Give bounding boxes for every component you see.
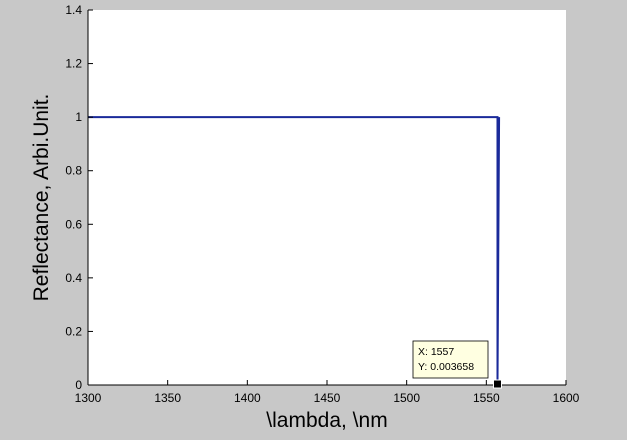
x-tick-label: 1300 — [75, 391, 102, 405]
y-tick-label: 0 — [75, 378, 82, 392]
datatip-x-text: X: 1557 — [418, 346, 454, 358]
y-axis-title: Reflectance, Arbi.Unit. — [30, 94, 53, 302]
y-tick-label: 1 — [75, 110, 82, 124]
x-tick-label: 1550 — [473, 391, 500, 405]
y-tick-label: 0.8 — [65, 164, 82, 178]
axes-background — [88, 10, 566, 385]
y-tick-label: 1.2 — [65, 57, 82, 71]
y-tick-label: 0.4 — [65, 271, 82, 285]
x-tick-label: 1500 — [393, 391, 420, 405]
datatip-marker[interactable] — [493, 380, 501, 388]
x-tick-label: 1350 — [154, 391, 181, 405]
y-tick-label: 0.6 — [65, 217, 82, 231]
x-tick-label: 1400 — [234, 391, 261, 405]
y-tick-label: 0.2 — [65, 324, 82, 338]
x-tick-label: 1600 — [553, 391, 580, 405]
x-axis-title: \lambda, \nm — [266, 409, 387, 432]
x-tick-label: 1450 — [314, 391, 341, 405]
y-tick-label: 1.4 — [65, 3, 82, 17]
datatip-y-text: Y: 0.003658 — [418, 361, 474, 373]
